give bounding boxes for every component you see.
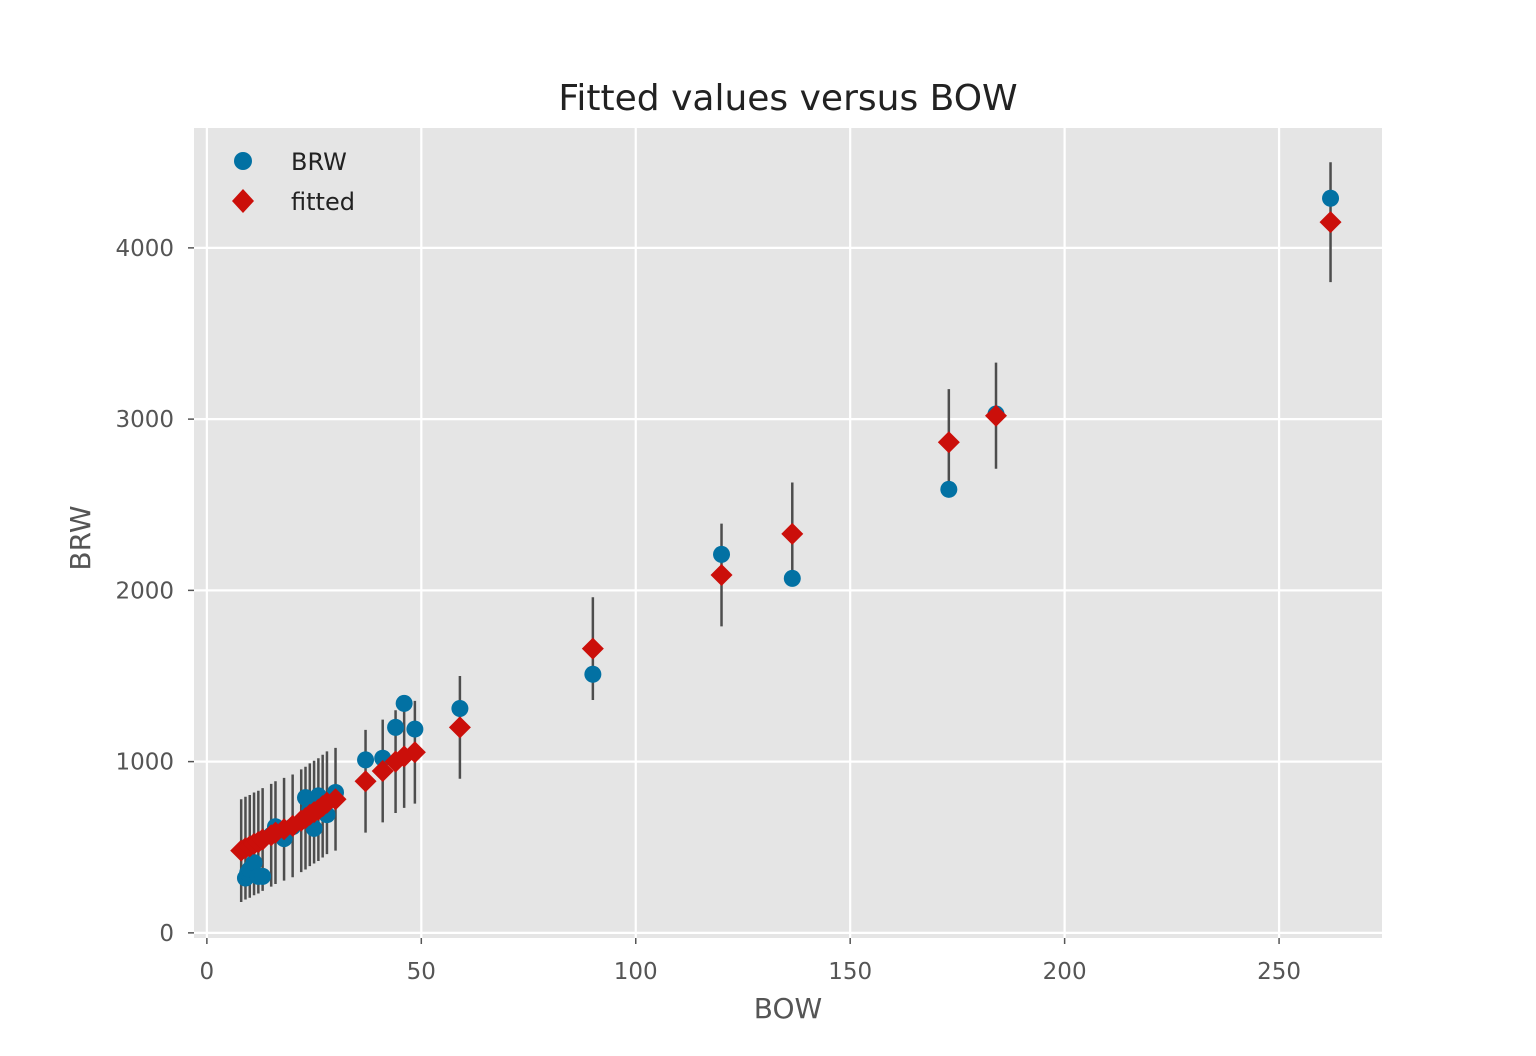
legend-brw-label: BRW xyxy=(291,148,347,176)
legend-fitted-marker xyxy=(232,189,254,213)
brw-point xyxy=(783,569,801,587)
brw-point xyxy=(584,665,602,683)
fitted-point xyxy=(710,563,733,586)
y-tick-label: 2000 xyxy=(115,578,174,604)
fitted-point xyxy=(448,716,471,739)
brw-point xyxy=(357,751,375,769)
x-tick-label: 250 xyxy=(1257,959,1301,985)
brw-point xyxy=(254,867,272,885)
x-tick-label: 200 xyxy=(1043,959,1087,985)
legend: BRW fitted xyxy=(232,148,355,216)
brw-point xyxy=(245,854,263,872)
x-tick-label: 50 xyxy=(407,959,436,985)
y-tick-label: 3000 xyxy=(115,407,174,433)
y-axis-label: BRW xyxy=(64,505,97,570)
fitted-series xyxy=(230,211,1342,862)
fitted-point xyxy=(354,770,377,793)
fitted-point xyxy=(781,522,804,545)
x-tick-label: 100 xyxy=(614,959,658,985)
fitted-point xyxy=(985,404,1008,427)
chart-title: Fitted values versus BOW xyxy=(558,78,1017,119)
axis-ticks: 0 50 100 150 200 250 0 1000 2000 3000 4000 xyxy=(115,236,1301,985)
brw-point xyxy=(451,700,469,718)
brw-point xyxy=(1322,189,1340,207)
brw-point xyxy=(406,720,424,738)
x-tick-label: 0 xyxy=(200,959,215,985)
brw-point xyxy=(940,480,958,498)
brw-point xyxy=(713,545,731,563)
brw-point xyxy=(395,694,413,712)
fitted-point xyxy=(1319,211,1342,234)
brw-point xyxy=(387,718,405,736)
fitted-point xyxy=(581,637,604,660)
legend-fitted-label: fitted xyxy=(291,188,355,216)
fitted-point xyxy=(403,741,426,764)
y-tick-label: 1000 xyxy=(115,750,174,776)
fitted-point xyxy=(937,431,960,454)
fitted-point xyxy=(371,760,394,783)
fitted-point xyxy=(324,788,347,811)
y-tick-label: 0 xyxy=(159,921,174,947)
y-tick-label: 4000 xyxy=(115,236,174,262)
legend-brw-marker xyxy=(234,152,252,170)
x-tick-label: 150 xyxy=(828,959,872,985)
x-axis-label: BOW xyxy=(754,992,822,1025)
